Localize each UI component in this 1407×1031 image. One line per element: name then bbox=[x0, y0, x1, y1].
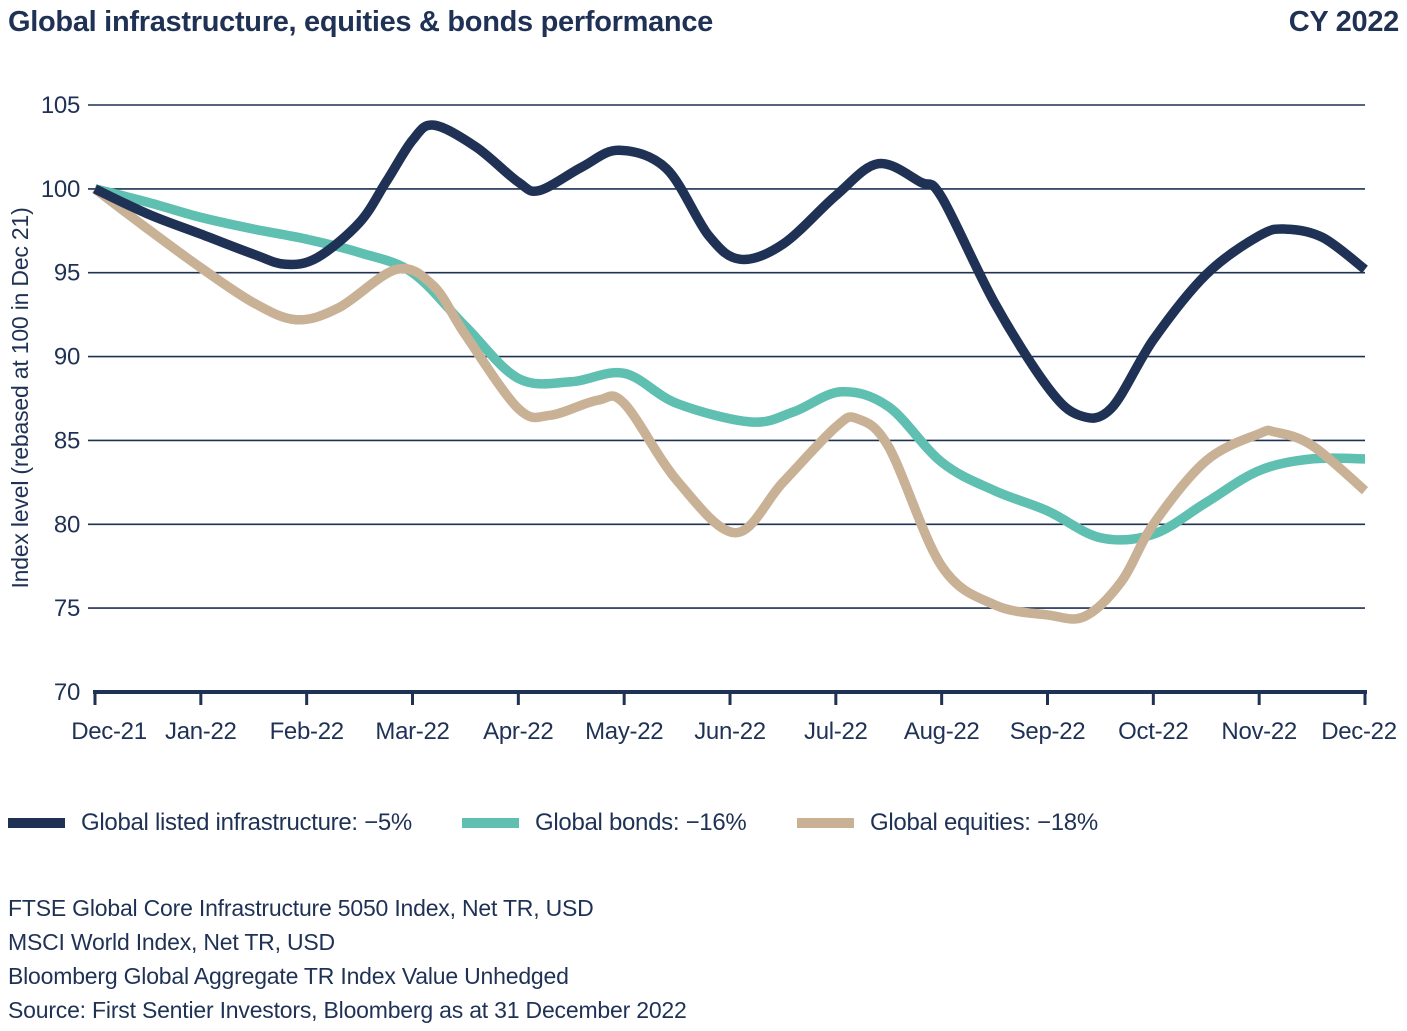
x-tick-label-Aug-22: Aug-22 bbox=[904, 718, 980, 745]
footnotes: FTSE Global Core Infrastructure 5050 Ind… bbox=[8, 891, 687, 1027]
x-tick-label-Nov-22: Nov-22 bbox=[1221, 718, 1297, 745]
x-tick-label-Oct-22: Oct-22 bbox=[1118, 718, 1188, 745]
series-line-global-equities bbox=[92, 185, 1369, 624]
series-line-global-listed-infrastructure bbox=[92, 120, 1368, 423]
x-tick-label-Apr-22: Apr-22 bbox=[483, 718, 553, 745]
footnote-line: Source: First Sentier Investors, Bloombe… bbox=[8, 997, 687, 1023]
legend-swatch-infrastructure bbox=[8, 818, 65, 828]
x-tick-label-Feb-22: Feb-22 bbox=[270, 718, 344, 745]
x-tick-label-Sep-22: Sep-22 bbox=[1010, 718, 1086, 745]
x-tick-label-May-22: May-22 bbox=[585, 718, 663, 745]
x-tick-label-Dec-22: Dec-22 bbox=[1321, 718, 1397, 745]
legend-swatch-equities bbox=[797, 818, 854, 828]
legend-item-bonds: Global bonds: −16% bbox=[462, 808, 747, 838]
legend-item-infrastructure: Global listed infrastructure: −5% bbox=[8, 808, 412, 838]
legend-label-bonds: Global bonds: −16% bbox=[535, 809, 747, 836]
y-tick-label-70: 70 bbox=[54, 679, 80, 706]
footnote-line: Bloomberg Global Aggregate TR Index Valu… bbox=[8, 963, 569, 989]
chart-legend: Global listed infrastructure: −5% Global… bbox=[0, 808, 1407, 848]
y-tick-label-80: 80 bbox=[54, 511, 80, 538]
page-title: Global infrastructure, equities & bonds … bbox=[8, 6, 713, 38]
legend-label-infrastructure: Global listed infrastructure: −5% bbox=[81, 809, 412, 836]
y-tick-label-100: 100 bbox=[41, 176, 80, 203]
performance-line-chart: 70 75 80 85 90 95 100 105 Index level (rebased a… bbox=[7, 92, 1397, 745]
footnote-line: MSCI World Index, Net TR, USD bbox=[8, 929, 335, 955]
x-tick-label-Jun-22: Jun-22 bbox=[694, 718, 766, 745]
period-label: CY 2022 bbox=[1288, 6, 1400, 38]
y-axis-title: Index level (rebased at 100 in Dec 21) bbox=[7, 207, 33, 588]
y-tick-label-95: 95 bbox=[54, 260, 80, 287]
y-tick-label-85: 85 bbox=[54, 427, 80, 454]
y-tick-label-105: 105 bbox=[41, 92, 80, 119]
footnote-line: FTSE Global Core Infrastructure 5050 Ind… bbox=[8, 895, 594, 921]
x-tick-label-Dec-21: Dec-21 bbox=[71, 718, 147, 745]
x-tick-label-Jul-22: Jul-22 bbox=[804, 718, 868, 745]
series-line-global-bonds bbox=[93, 184, 1366, 545]
legend-item-equities: Global equities: −18% bbox=[797, 808, 1098, 838]
x-tick-label-Mar-22: Mar-22 bbox=[375, 718, 449, 745]
y-tick-label-75: 75 bbox=[54, 595, 80, 622]
y-tick-label-90: 90 bbox=[54, 344, 80, 371]
legend-swatch-bonds bbox=[462, 818, 519, 828]
x-tick-label-Jan-22: Jan-22 bbox=[165, 718, 237, 745]
legend-label-equities: Global equities: −18% bbox=[870, 809, 1098, 836]
